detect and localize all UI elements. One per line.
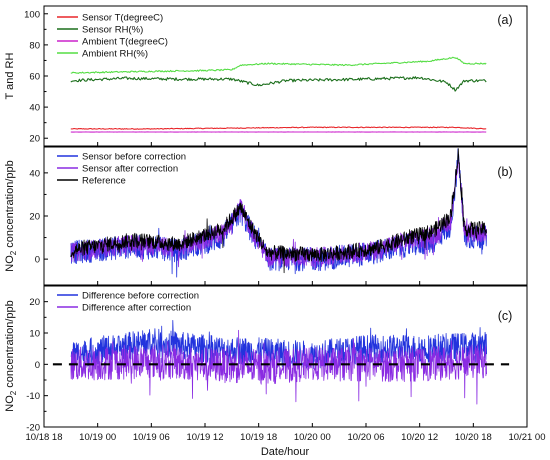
panel-label-a: (a)	[497, 13, 512, 27]
legend-label-before: Sensor before correction	[82, 152, 186, 163]
x-tick-label: 10/20 00	[294, 432, 331, 443]
x-tick-label: 10/20 12	[401, 432, 438, 443]
x-tick-label: 10/18 18	[26, 432, 63, 443]
panel-b-series	[70, 148, 487, 278]
legend-label-sensor-t: Sensor T(degreeC)	[82, 13, 163, 24]
legend-a: Sensor T(degreeC) Sensor RH(%) Ambient T…	[57, 13, 168, 60]
y-tick-label: 60	[29, 72, 40, 83]
x-tick-label: 10/19 00	[79, 432, 116, 443]
series-line-ambient-rh-	[70, 56, 487, 74]
legend-label-diff-before: Difference before correction	[82, 291, 199, 302]
y-tick-label: 80	[29, 40, 40, 51]
panel-c-series	[52, 320, 510, 405]
series-line-sensor-rh-	[70, 76, 487, 92]
x-tick-label: 10/20 18	[455, 432, 492, 443]
x-tick-label: 10/20 06	[348, 432, 385, 443]
y-tick-label: 100	[24, 9, 40, 20]
x-tick-label: 10/19 06	[133, 432, 170, 443]
panel-c-frame	[43, 285, 528, 428]
y-axis-label-a: T and RH	[4, 53, 16, 100]
legend-label-after: Sensor after correction	[82, 164, 178, 175]
panel-a-series	[70, 56, 487, 133]
series-line-sensor-t-degreec-	[70, 126, 487, 130]
x-tick-label: 10/21 00	[509, 432, 546, 443]
panel-label-c: (c)	[498, 309, 513, 323]
legend-label-diff-after: Difference after correction	[82, 303, 191, 314]
legend-label-sensor-rh: Sensor RH(%)	[82, 25, 143, 36]
panel-label-b: (b)	[497, 165, 512, 179]
x-tick-label: 10/19 18	[240, 432, 277, 443]
y-tick-label: 40	[29, 168, 40, 179]
axis-ticks: 20 40 60 80 100 0 20 40 -20 -10 0 10 20 10/18 18 10/19…	[24, 9, 545, 443]
legend-label-ambient-rh: Ambient RH(%)	[82, 49, 148, 60]
y-tick-label: 20	[29, 134, 40, 145]
series-line-reference	[70, 148, 487, 274]
y-tick-label: 20	[29, 212, 40, 223]
y-tick-label: -10	[26, 391, 40, 402]
y-tick-label: 0	[35, 255, 40, 266]
legend-c: Difference before correction Difference …	[57, 291, 199, 314]
y-axis-label-b: NO2 concentration/ppb	[4, 160, 18, 271]
y-tick-label: 20	[29, 297, 40, 308]
legend-label-ambient-t: Ambient T(degreeC)	[82, 37, 168, 48]
x-axis-label: Date/hour	[261, 446, 310, 458]
y-axis-label-c: NO2 concentration/ppb	[4, 300, 18, 411]
x-tick-label: 10/19 12	[187, 432, 224, 443]
y-tick-label: 10	[29, 329, 40, 340]
legend-label-reference: Reference	[82, 176, 126, 187]
y-tick-label: -20	[26, 423, 40, 434]
y-tick-label: 40	[29, 103, 40, 114]
legend-b: Sensor before correction Sensor after co…	[57, 152, 186, 187]
y-tick-label: 0	[35, 360, 40, 371]
